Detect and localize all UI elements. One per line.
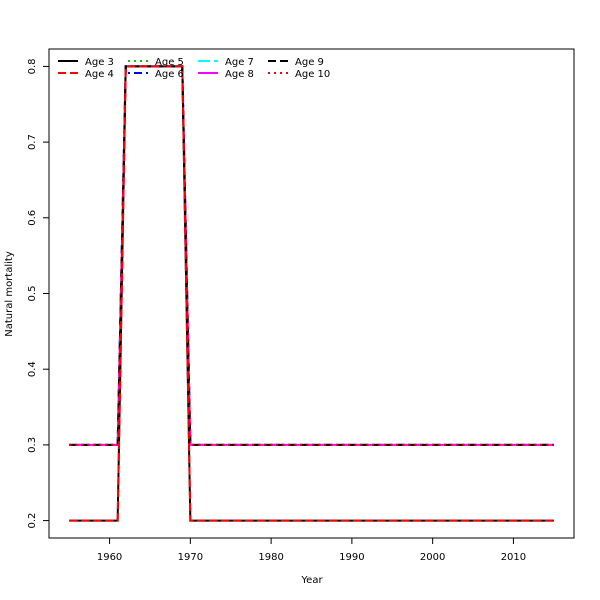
legend-label: Age 3 bbox=[85, 57, 114, 68]
series-layer bbox=[69, 65, 554, 522]
series-line-age-8 bbox=[69, 65, 554, 446]
legend-label: Age 6 bbox=[155, 69, 184, 80]
y-tick-label: 0.3 bbox=[27, 437, 38, 453]
series-line-age-9 bbox=[69, 65, 554, 446]
x-axis-title: Year bbox=[300, 575, 323, 586]
y-tick-label: 0.6 bbox=[27, 210, 38, 226]
legend-label: Age 10 bbox=[295, 69, 330, 80]
series-line-age-7 bbox=[69, 65, 554, 446]
series-line-age-3 bbox=[69, 65, 554, 522]
legend-label: Age 4 bbox=[85, 69, 114, 80]
plot-box bbox=[48, 48, 575, 539]
y-tick-label: 0.4 bbox=[27, 361, 38, 377]
legend-label: Age 7 bbox=[225, 57, 254, 68]
x-tick-label: 1980 bbox=[258, 552, 283, 563]
y-tick-label: 0.8 bbox=[27, 58, 38, 74]
legend-label: Age 9 bbox=[295, 57, 324, 68]
x-tick-label: 1970 bbox=[178, 552, 203, 563]
legend-label: Age 8 bbox=[225, 69, 254, 80]
y-tick-label: 0.5 bbox=[27, 286, 38, 302]
series-line-age-4 bbox=[69, 65, 554, 522]
x-tick-label: 2010 bbox=[501, 552, 526, 563]
y-axis: 0.2 0.3 0.4 0.5 0.6 0.7 0.8 bbox=[27, 58, 49, 529]
x-axis: 1960 1970 1980 1990 2000 2010 bbox=[97, 538, 526, 563]
y-tick-label: 0.7 bbox=[27, 134, 38, 150]
series-line-age-6 bbox=[69, 65, 554, 446]
x-tick-label: 1990 bbox=[339, 552, 364, 563]
legend-label: Age 5 bbox=[155, 57, 184, 68]
series-line-age-10 bbox=[69, 65, 554, 446]
y-axis-title: Natural mortality bbox=[4, 251, 15, 337]
series-line-age-5 bbox=[69, 65, 554, 446]
x-tick-label: 2000 bbox=[420, 552, 445, 563]
y-tick-label: 0.2 bbox=[27, 513, 38, 529]
x-tick-label: 1960 bbox=[97, 552, 122, 563]
